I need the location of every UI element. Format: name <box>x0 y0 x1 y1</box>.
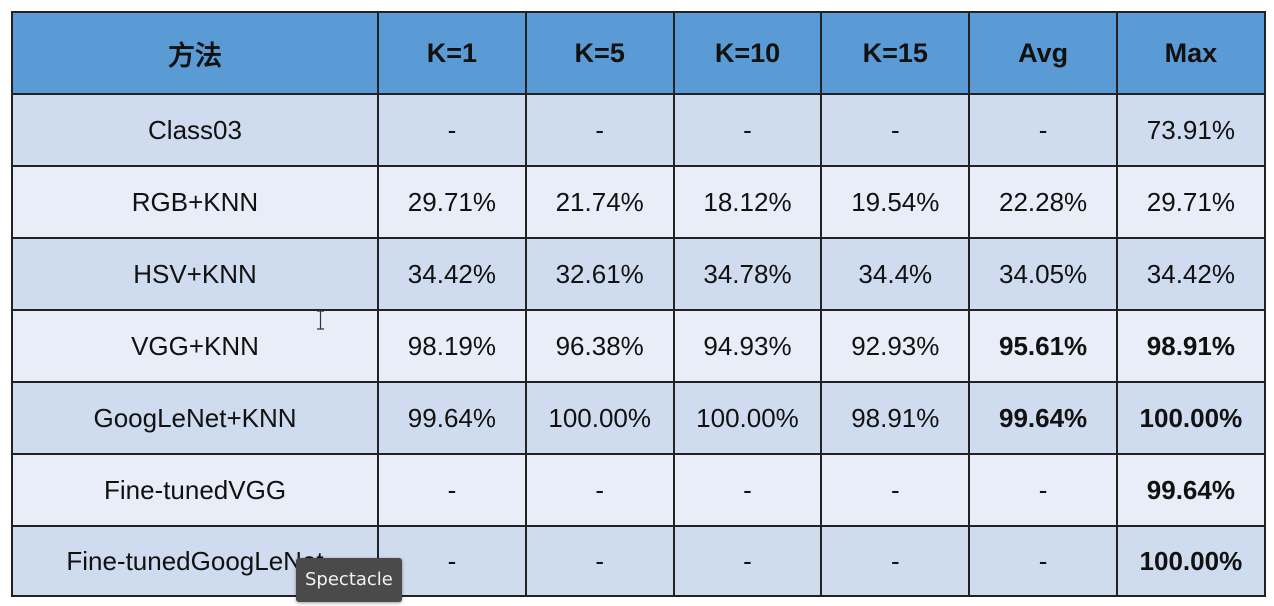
table-row: Fine-tunedGoogLeNet - - - - - 100.00% <box>11 525 1266 597</box>
cell-k15: - <box>820 525 971 597</box>
cell-max: 29.71% <box>1115 165 1266 239</box>
cell-method: GoogLeNet+KNN <box>11 381 379 455</box>
table-row: Class03 - - - - - 73.91% <box>11 93 1266 167</box>
table-row: RGB+KNN 29.71% 21.74% 18.12% 19.54% 22.2… <box>11 165 1266 239</box>
header-k15: K=15 <box>820 11 971 95</box>
cell-max: 100.00% <box>1115 381 1266 455</box>
cell-method: RGB+KNN <box>11 165 379 239</box>
cell-k15: 92.93% <box>820 309 971 383</box>
cell-avg: 34.05% <box>968 237 1118 311</box>
cell-k15: - <box>820 453 971 527</box>
cell-k1: - <box>377 453 527 527</box>
cell-k15: - <box>820 93 971 167</box>
cell-max: 100.00% <box>1115 525 1266 597</box>
table-row: VGG+KNN 98.19% 96.38% 94.93% 92.93% 95.6… <box>11 309 1266 383</box>
table-row: GoogLeNet+KNN 99.64% 100.00% 100.00% 98.… <box>11 381 1266 455</box>
cell-max: 99.64% <box>1115 453 1266 527</box>
table-row: HSV+KNN 34.42% 32.61% 34.78% 34.4% 34.05… <box>11 237 1266 311</box>
cell-k15: 34.4% <box>820 237 971 311</box>
cell-k10: 34.78% <box>672 237 823 311</box>
cell-k5: 21.74% <box>524 165 675 239</box>
cell-k1: 99.64% <box>377 381 527 455</box>
cell-avg: 95.61% <box>968 309 1118 383</box>
cell-method: Fine-tunedVGG <box>11 453 379 527</box>
cell-k1: - <box>377 93 527 167</box>
header-method: 方法 <box>11 11 379 95</box>
cell-k1: - <box>377 525 527 597</box>
header-row: 方法 K=1 K=5 K=10 K=15 Avg Max <box>11 11 1266 95</box>
cell-k1: 29.71% <box>377 165 527 239</box>
cell-k10: - <box>672 453 823 527</box>
cell-k15: 19.54% <box>820 165 971 239</box>
cell-method: Class03 <box>11 93 379 167</box>
header-k10: K=10 <box>672 11 823 95</box>
cell-k10: - <box>672 525 823 597</box>
header-avg: Avg <box>968 11 1118 95</box>
cell-k5: 96.38% <box>524 309 675 383</box>
cell-k5: 32.61% <box>524 237 675 311</box>
table-row: Fine-tunedVGG - - - - - 99.64% <box>11 453 1266 527</box>
header-k1: K=1 <box>377 11 527 95</box>
cell-avg: - <box>968 453 1118 527</box>
cell-k5: 100.00% <box>524 381 675 455</box>
cell-avg: 22.28% <box>968 165 1118 239</box>
cell-method: VGG+KNN <box>11 309 379 383</box>
cell-avg: - <box>968 93 1118 167</box>
cell-k5: - <box>524 93 675 167</box>
tooltip: Spectacle <box>296 558 402 602</box>
cell-avg: - <box>968 525 1118 597</box>
cell-k10: - <box>672 93 823 167</box>
header-max: Max <box>1115 11 1266 95</box>
cell-k10: 94.93% <box>672 309 823 383</box>
cell-max: 34.42% <box>1115 237 1266 311</box>
cell-method: HSV+KNN <box>11 237 379 311</box>
text-cursor-icon <box>317 310 324 330</box>
results-table-container: 方法 K=1 K=5 K=10 K=15 Avg Max Class03 - -… <box>11 11 1266 599</box>
cell-avg: 99.64% <box>968 381 1118 455</box>
cell-k15: 98.91% <box>820 381 971 455</box>
cell-k10: 18.12% <box>672 165 823 239</box>
cell-k5: - <box>524 453 675 527</box>
results-table: 方法 K=1 K=5 K=10 K=15 Avg Max Class03 - -… <box>11 11 1266 597</box>
cell-k10: 100.00% <box>672 381 823 455</box>
cell-max: 98.91% <box>1115 309 1266 383</box>
cell-max: 73.91% <box>1115 93 1266 167</box>
cell-k5: - <box>524 525 675 597</box>
cell-k1: 98.19% <box>377 309 527 383</box>
header-k5: K=5 <box>524 11 675 95</box>
cell-k1: 34.42% <box>377 237 527 311</box>
